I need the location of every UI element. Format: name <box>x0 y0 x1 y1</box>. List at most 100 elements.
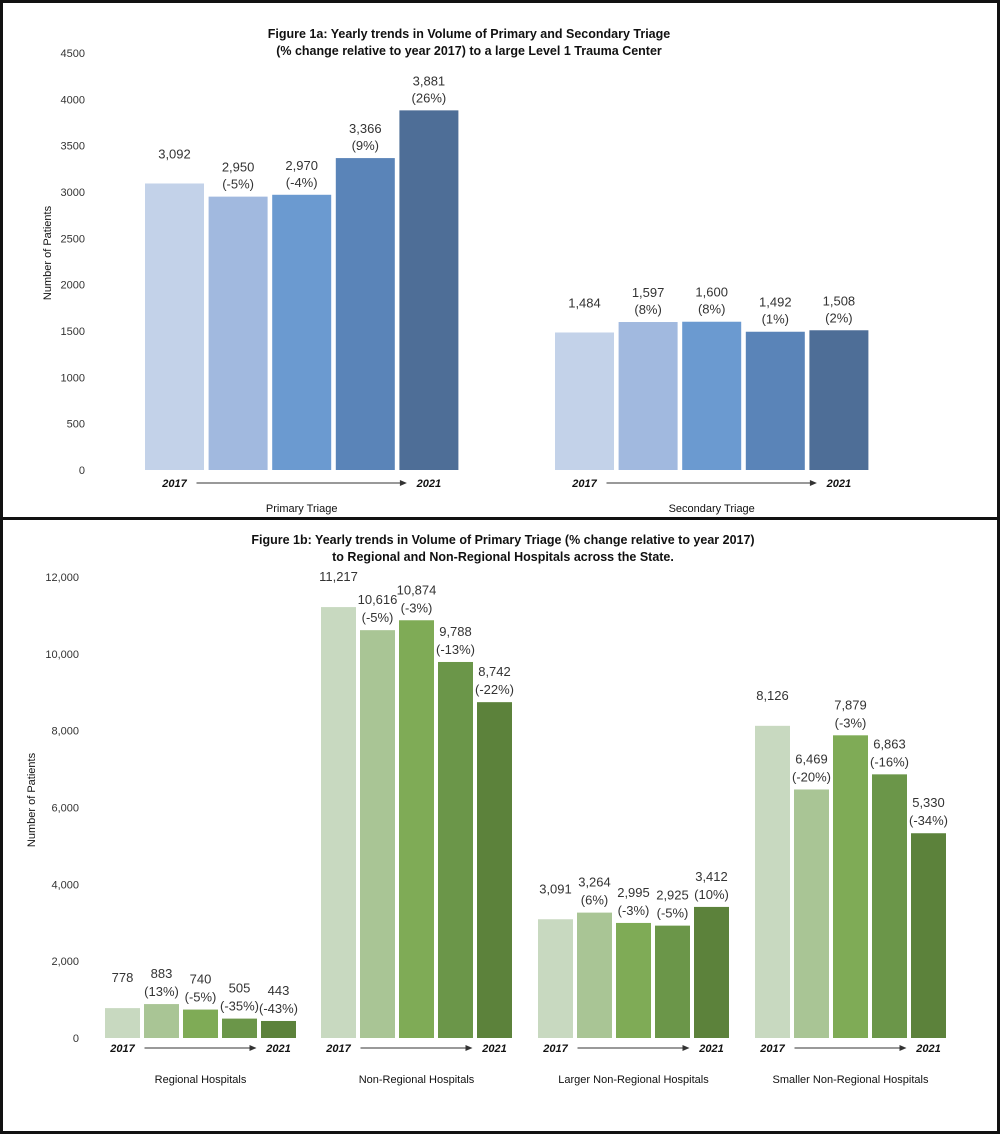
fig1a-y-axis-label: Number of Patients <box>42 205 54 300</box>
year-start-label: 2017 <box>571 478 597 490</box>
group-label: Larger Non-Regional Hospitals <box>558 1074 709 1086</box>
bar <box>618 322 678 470</box>
group-label: Smaller Non-Regional Hospitals <box>773 1074 929 1086</box>
y-tick-label: 6,000 <box>51 803 79 815</box>
bar-pct-label: (8%) <box>698 302 725 317</box>
bar <box>261 1020 296 1038</box>
bar-value-label: 2,970 <box>285 158 318 173</box>
bar <box>321 607 356 1038</box>
bar-pct-label: (-4%) <box>286 175 318 190</box>
bar-value-label: 3,264 <box>578 875 611 890</box>
year-end-label: 2021 <box>698 1043 723 1055</box>
fig1a-title-line2: (% change relative to year 2017) to a la… <box>276 44 662 58</box>
bar-pct-label: (-22%) <box>475 682 514 697</box>
group-label: Secondary Triage <box>669 503 755 515</box>
bar-pct-label: (10%) <box>694 887 729 902</box>
bar-pct-label: (-16%) <box>870 754 909 769</box>
bar <box>183 1009 218 1038</box>
bar-value-label: 3,091 <box>539 881 572 896</box>
bar <box>360 630 395 1038</box>
bar-pct-label: (-3%) <box>835 715 867 730</box>
group-label: Regional Hospitals <box>155 1074 247 1086</box>
bar <box>438 661 473 1038</box>
bar <box>655 925 690 1038</box>
bar <box>911 833 946 1038</box>
bar-pct-label: (8%) <box>634 302 661 317</box>
bar <box>794 789 829 1038</box>
y-tick-label: 12,000 <box>45 572 79 584</box>
y-tick-label: 500 <box>67 419 85 431</box>
year-start-label: 2017 <box>109 1043 135 1055</box>
bar-value-label: 8,126 <box>756 688 789 703</box>
figure-1b-panel: Figure 1b: Yearly trends in Volume of Pr… <box>0 517 1000 1134</box>
bar-value-label: 883 <box>151 966 173 981</box>
bar <box>105 1008 140 1038</box>
bar-value-label: 9,788 <box>439 624 472 639</box>
bar-pct-label: (-3%) <box>618 903 650 918</box>
bar-pct-label: (-43%) <box>259 1001 298 1016</box>
bar-value-label: 7,879 <box>834 697 867 712</box>
bar-value-label: 11,217 <box>319 569 358 584</box>
bar-value-label: 2,995 <box>617 885 650 900</box>
y-tick-label: 2000 <box>61 280 85 292</box>
bar-pct-label: (-5%) <box>362 610 394 625</box>
bar-value-label: 10,616 <box>358 592 398 607</box>
arrow-right-icon <box>809 480 817 486</box>
bar <box>272 194 332 470</box>
bar-value-label: 10,874 <box>397 582 437 597</box>
y-tick-label: 0 <box>79 465 85 477</box>
bar <box>399 110 459 471</box>
y-tick-label: 8,000 <box>51 726 79 738</box>
bar-value-label: 3,366 <box>349 121 382 136</box>
group-label: Non-Regional Hospitals <box>359 1074 475 1086</box>
y-tick-label: 4,000 <box>51 879 79 891</box>
bar-pct-label: (-20%) <box>792 769 831 784</box>
bar <box>872 774 907 1038</box>
bar-pct-label: (-34%) <box>909 813 948 828</box>
fig1b-title-line2: to Regional and Non-Regional Hospitals a… <box>332 550 674 564</box>
year-end-label: 2021 <box>915 1043 940 1055</box>
year-end-label: 2021 <box>265 1043 290 1055</box>
bar-pct-label: (2%) <box>825 310 852 325</box>
bar-value-label: 8,742 <box>478 664 511 679</box>
arrow-right-icon <box>465 1045 473 1051</box>
bar-value-label: 2,925 <box>656 888 689 903</box>
year-start-label: 2017 <box>161 478 187 490</box>
bar-value-label: 3,881 <box>413 73 446 88</box>
figure-1a-chart: Figure 1a: Yearly trends in Volume of Pr… <box>42 27 869 515</box>
y-tick-label: 4000 <box>61 94 85 106</box>
bar <box>222 1018 257 1038</box>
bar-value-label: 6,469 <box>795 751 828 766</box>
bar-value-label: 1,600 <box>695 285 728 300</box>
bar-value-label: 5,330 <box>912 795 945 810</box>
bar <box>809 330 869 470</box>
bar <box>538 919 573 1038</box>
y-tick-label: 2,000 <box>51 956 79 968</box>
figure-1b-chart: Figure 1b: Yearly trends in Volume of Pr… <box>26 533 948 1086</box>
y-tick-label: 3000 <box>61 187 85 199</box>
y-tick-label: 1000 <box>61 372 85 384</box>
bar <box>145 183 204 470</box>
bar-pct-label: (9%) <box>352 138 379 153</box>
bar-value-label: 1,597 <box>632 285 665 300</box>
bar <box>682 321 742 470</box>
bar-value-label: 778 <box>112 970 134 985</box>
bar <box>144 1004 179 1038</box>
bar-value-label: 505 <box>229 981 251 996</box>
arrow-right-icon <box>249 1045 257 1051</box>
year-end-label: 2021 <box>416 478 441 490</box>
bar-value-label: 6,863 <box>873 736 906 751</box>
bar-pct-label: (-5%) <box>222 177 254 192</box>
bar-pct-label: (-13%) <box>436 642 475 657</box>
year-end-label: 2021 <box>481 1043 506 1055</box>
year-start-label: 2017 <box>542 1043 568 1055</box>
y-tick-label: 2500 <box>61 233 85 245</box>
bar <box>833 735 868 1038</box>
bar <box>208 196 268 470</box>
group-label: Primary Triage <box>266 503 338 515</box>
arrow-right-icon <box>399 480 407 486</box>
y-tick-label: 1500 <box>61 326 85 338</box>
year-start-label: 2017 <box>325 1043 351 1055</box>
bar <box>745 331 805 470</box>
bar-value-label: 2,950 <box>222 160 255 175</box>
